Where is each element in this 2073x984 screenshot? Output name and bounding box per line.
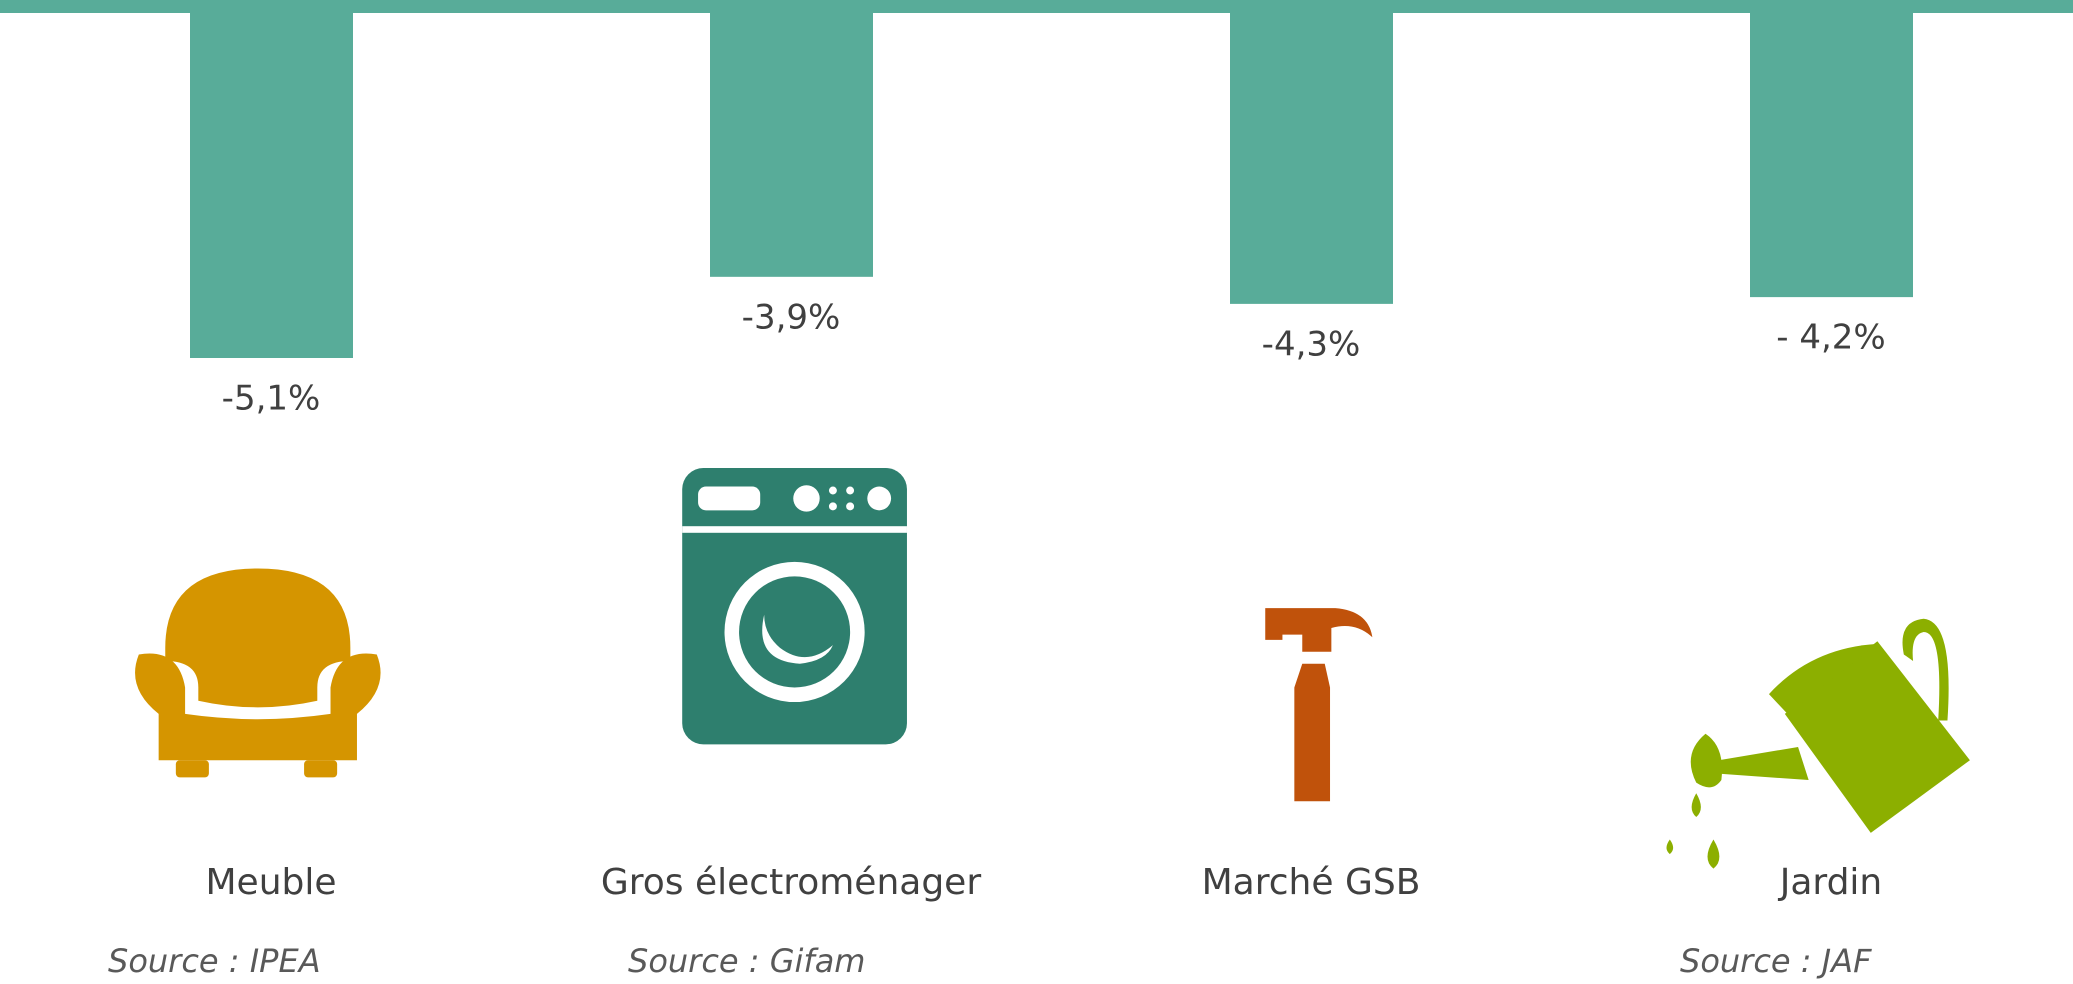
category-label: Gros électroménager — [601, 862, 981, 903]
category-label: Meuble — [205, 862, 336, 903]
category-label: Jardin — [1778, 862, 1883, 903]
bar — [710, 13, 873, 277]
source-note: Source : Gifam — [628, 942, 865, 980]
armchair-icon — [135, 568, 381, 778]
value-label: -5,1% — [222, 379, 321, 419]
source-note: Source : IPEA — [108, 942, 321, 980]
value-label: -3,9% — [742, 297, 841, 337]
bar — [190, 13, 353, 358]
hammer-icon — [1265, 608, 1373, 802]
watering-can-icon — [1666, 618, 1970, 869]
icons — [135, 468, 1970, 869]
category-label: Marché GSB — [1202, 862, 1421, 903]
source-note: Source : JAF — [1680, 942, 1872, 980]
value-label: -4,3% — [1262, 324, 1361, 364]
value-label: - 4,2% — [1776, 318, 1885, 358]
bar — [1750, 13, 1913, 298]
washing-machine-icon — [682, 468, 907, 745]
top-band — [0, 0, 2073, 13]
bar — [1230, 13, 1393, 304]
